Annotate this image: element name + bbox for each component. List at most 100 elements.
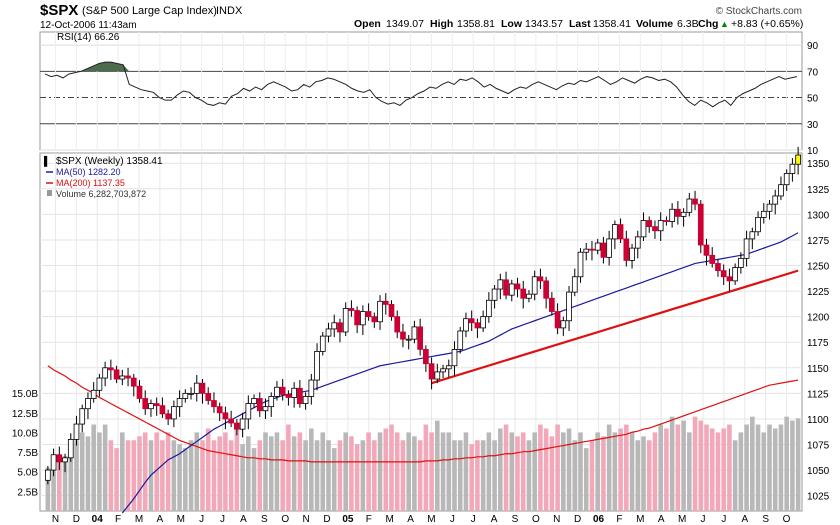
price-bar [405,338,412,341]
legend: $SPX (Weekly) 1358.41 MA(50) 1282.20 MA(… [44,155,163,199]
volume-bar [183,448,188,511]
volume-tick-label-4: 12.5B [12,409,38,420]
price-bar [686,198,693,213]
rsi-frame [39,31,803,151]
price-bar [188,392,194,395]
volume-bar [469,444,474,511]
price-bar [354,310,360,326]
volume-bar [635,440,641,511]
volume-bar [412,436,417,511]
volume-bar [331,448,337,511]
volume-bar [744,424,749,511]
volume-bar [772,428,778,511]
rsi-line [44,61,798,108]
price-bar [612,224,618,240]
volume-value: 6.3B [677,18,699,30]
x-tick-label-11: O [281,514,289,525]
price-bar [480,316,486,329]
price-bar [589,248,595,251]
price-axis: 1025 1050 1075 1100 1125 1150 1175 1200 1225 1250… [807,159,830,502]
price-bar [279,386,286,395]
volume-bar [767,424,772,511]
price-bar [67,438,74,459]
volume-bar [177,444,182,511]
price-bar [652,226,658,232]
price-tick-label-10: 1275 [807,236,830,247]
price-bar [594,242,601,251]
volume-bar [74,440,79,511]
price-bar [508,283,515,296]
price-bar [669,208,675,222]
x-tick-label-32: J [721,514,726,525]
price-bar [102,367,108,379]
price-bar [571,276,578,293]
legend-volume-swatch [47,190,52,196]
volume-bar [57,459,62,511]
price-bar [514,283,521,290]
legend-price: $SPX (Weekly) 1358.41 [56,156,163,167]
volume-bar [583,448,589,511]
volume-bar [790,420,795,511]
price-bar [388,303,395,318]
price-bar [560,320,567,329]
volume-bar [160,440,165,511]
volume-bar [205,428,211,511]
exchange-label: INDX [216,5,243,17]
rsi-legend: RSI(14) 66.26 [57,32,120,43]
volume-tick-label-1: 5.0B [17,468,38,479]
volume-bar [200,440,205,511]
price-bar [778,184,784,197]
price-bar [457,330,464,350]
x-tick-label-7: J [199,514,204,525]
watermark: © StockCharts.com [716,6,802,17]
price-bar [657,220,664,232]
volume-tick-label-3: 10.0B [12,428,38,439]
x-tick-label-28: M [636,514,644,525]
x-tick-label-23: O [532,514,540,525]
open-value: 1349.07 [386,18,424,30]
volume-bar [137,436,142,511]
price-bar [62,457,68,463]
price-bar [554,311,561,329]
volume-bar [62,455,68,511]
price-bar [228,418,234,424]
volume-bar [795,418,801,511]
volume-bar [234,424,240,511]
volume-bar [102,424,108,511]
x-tick-label-10: S [261,514,268,525]
volume-bar [601,436,606,511]
price-bar [325,328,332,337]
price-bar [125,375,131,379]
volume-bar [108,440,114,511]
x-axis: N D 04 F M A M J J A S O N D 05 F M A M J J A S O N D 06 F M A M J J A S O [52,514,791,525]
price-bar [566,291,572,322]
price-bar [176,398,183,408]
price-bar [738,257,744,268]
price-bar [606,238,612,258]
volume-bar [394,432,400,511]
volume-bar [154,432,159,511]
volume-tick-label-2: 7.5B [17,448,38,459]
price-tick-label-1: 1050 [807,466,830,477]
price-bar [715,263,721,272]
volume-bar [446,432,452,511]
volume-bar [360,440,366,511]
volume-bar [263,432,268,511]
volume-bar [223,432,228,511]
price-bar [749,231,756,240]
volume-bar [171,440,177,511]
price-bar [365,311,372,318]
price-bar [680,211,687,217]
price-bar [79,408,86,425]
price-bar [331,322,338,330]
volume-bar [578,432,583,511]
price-tick-label-9: 1250 [807,262,830,273]
x-tick-label-1: D [73,514,80,525]
rsi-tick-label-0: 90 [807,41,819,52]
price-bar [434,371,441,380]
price-bar [199,382,206,394]
price-bar [216,406,223,414]
volume-bar [681,420,686,511]
volume-bar [463,432,469,511]
price-bar [491,288,498,301]
